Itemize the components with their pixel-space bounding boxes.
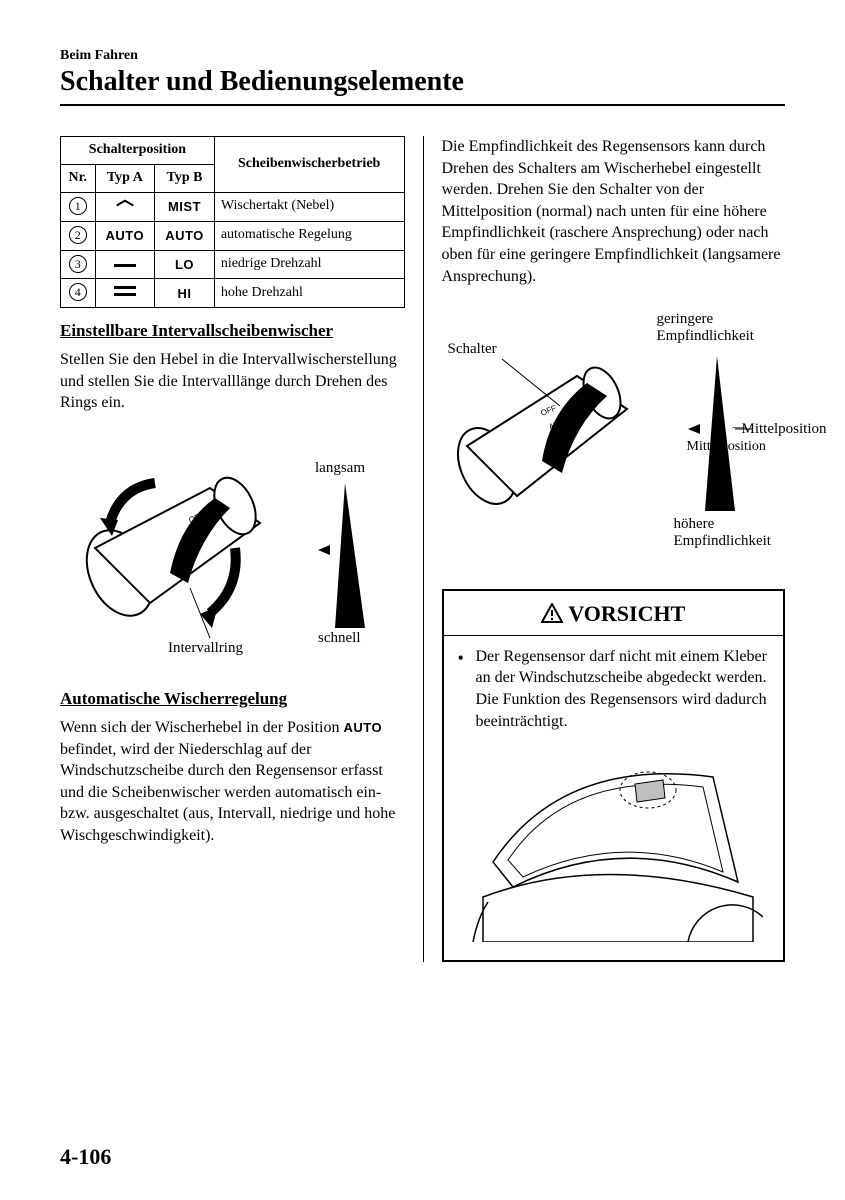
row-num: 1 bbox=[69, 197, 87, 215]
row-typb: LO bbox=[155, 250, 215, 279]
caution-title: VORSICHT bbox=[444, 591, 784, 636]
label-slow: langsam bbox=[315, 458, 365, 478]
th-operation: Scheibenwischerbetrieb bbox=[214, 137, 404, 193]
caution-text: Der Regensensor darf nicht mit einem Kle… bbox=[458, 646, 770, 732]
row-num: 4 bbox=[69, 283, 87, 301]
header-rule bbox=[60, 104, 785, 106]
interval-diagram: OFF langsam schnell Intervallring bbox=[60, 428, 405, 668]
left-column: Schalterposition Scheibenwischerbetrieb … bbox=[60, 136, 423, 962]
th-position: Schalterposition bbox=[61, 137, 215, 165]
para-auto-a: Wenn sich der Wischerhebel in der Positi… bbox=[60, 719, 343, 736]
double-bar-icon bbox=[114, 286, 136, 296]
th-nr: Nr. bbox=[61, 164, 96, 192]
chevron-up-icon bbox=[114, 197, 136, 209]
label-mid: Mittelposition bbox=[687, 439, 766, 454]
para-sensitivity: Die Empfindlichkeit des Regensensors kan… bbox=[442, 136, 786, 287]
table-row: 4 HI hohe Drehzahl bbox=[61, 279, 405, 308]
label-fast: schnell bbox=[318, 628, 361, 648]
row-typb: HI bbox=[155, 279, 215, 308]
label-less-sens: geringere Empfindlichkeit bbox=[657, 311, 787, 344]
row-typa: AUTO bbox=[95, 221, 155, 250]
table-row: 3 LO niedrige Drehzahl bbox=[61, 250, 405, 279]
sensitivity-diagram: OFF AUTO Schalter geringere Empfindlichk… bbox=[442, 301, 786, 561]
row-typb: MIST bbox=[155, 192, 215, 221]
row-desc: Wischertakt (Nebel) bbox=[214, 192, 404, 221]
para-interval: Stellen Sie den Hebel in die Intervallwi… bbox=[60, 349, 405, 414]
label-mid-text: Mittelposition bbox=[742, 419, 827, 439]
caution-title-text: VORSICHT bbox=[568, 601, 685, 626]
wiper-table: Schalterposition Scheibenwischerbetrieb … bbox=[60, 136, 405, 308]
para-auto-label: AUTO bbox=[343, 720, 382, 735]
label-ring: Intervallring bbox=[168, 638, 243, 658]
row-desc: niedrige Drehzahl bbox=[214, 250, 404, 279]
row-desc: automatische Regelung bbox=[214, 221, 404, 250]
page-number: 4-106 bbox=[60, 1144, 111, 1170]
row-desc: hohe Drehzahl bbox=[214, 279, 404, 308]
caution-box: VORSICHT Der Regensensor darf nicht mit … bbox=[442, 589, 786, 962]
row-num: 2 bbox=[69, 226, 87, 244]
subhead-auto: Automatische Wischerregelung bbox=[60, 688, 405, 711]
para-auto-b: befindet, wird der Niederschlag auf der … bbox=[60, 741, 395, 844]
label-more-sens: höhere Empfindlichkeit bbox=[674, 516, 794, 549]
th-typb: Typ B bbox=[155, 164, 215, 192]
para-auto: Wenn sich der Wischerhebel in der Positi… bbox=[60, 717, 405, 847]
car-windshield-icon bbox=[463, 742, 763, 942]
label-switch: Schalter bbox=[448, 339, 497, 359]
single-bar-icon bbox=[114, 264, 136, 267]
warning-triangle-icon bbox=[541, 603, 563, 623]
subhead-interval: Einstellbare Intervallscheibenwischer bbox=[60, 320, 405, 343]
table-row: 1 MIST Wischertakt (Nebel) bbox=[61, 192, 405, 221]
right-column: Die Empfindlichkeit des Regensensors kan… bbox=[423, 136, 786, 962]
row-num: 3 bbox=[69, 255, 87, 273]
header-section: Beim Fahren bbox=[60, 48, 785, 64]
table-row: 2 AUTO AUTO automatische Regelung bbox=[61, 221, 405, 250]
th-typa: Typ A bbox=[95, 164, 155, 192]
page-title: Schalter und Bedienungselemente bbox=[60, 66, 785, 98]
row-typb: AUTO bbox=[155, 221, 215, 250]
caution-body: Der Regensensor darf nicht mit einem Kle… bbox=[444, 636, 784, 960]
